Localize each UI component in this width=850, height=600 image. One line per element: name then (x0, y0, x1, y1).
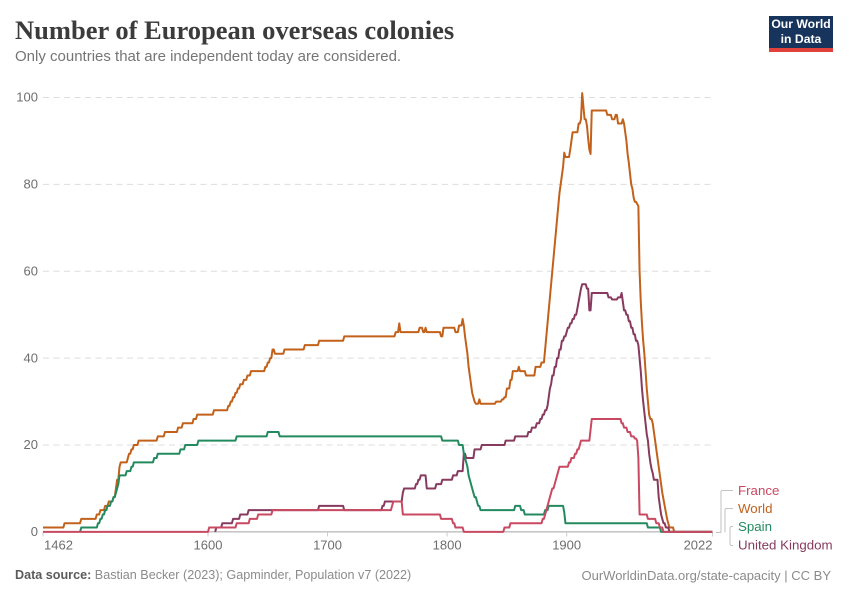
svg-text:1600: 1600 (194, 538, 223, 553)
svg-text:World: World (738, 501, 772, 516)
svg-text:United Kingdom: United Kingdom (738, 538, 833, 553)
svg-text:20: 20 (24, 437, 38, 452)
svg-text:France: France (738, 483, 779, 498)
svg-text:1462: 1462 (44, 538, 73, 553)
svg-text:1700: 1700 (313, 538, 342, 553)
svg-text:80: 80 (24, 177, 38, 192)
svg-text:1800: 1800 (433, 538, 462, 553)
svg-text:0: 0 (31, 524, 38, 539)
svg-text:2022: 2022 (684, 538, 713, 553)
svg-text:60: 60 (24, 263, 38, 278)
svg-text:100: 100 (16, 90, 38, 105)
svg-text:Spain: Spain (738, 519, 772, 534)
svg-text:40: 40 (24, 350, 38, 365)
svg-text:1900: 1900 (552, 538, 581, 553)
